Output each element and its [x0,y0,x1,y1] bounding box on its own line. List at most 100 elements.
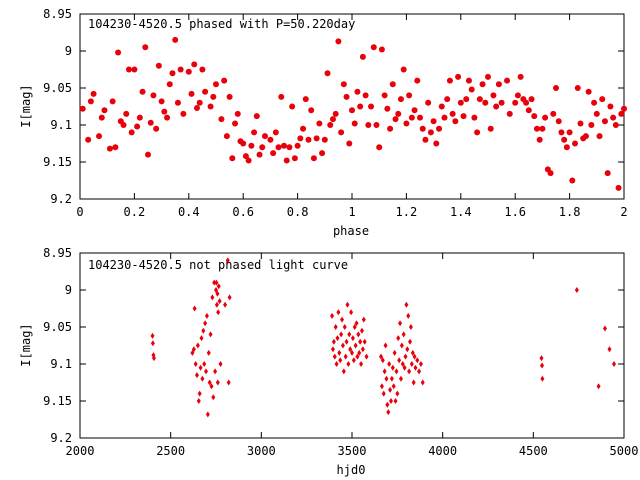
data-point [196,99,203,106]
data-point [354,88,361,95]
data-point [139,88,146,95]
data-point [329,116,336,123]
data-point [386,409,391,416]
data-point [517,73,524,80]
data-point [555,118,562,125]
data-point [348,346,353,353]
data-point [169,70,176,77]
data-point [381,92,388,99]
data-point [336,309,341,316]
data-point [384,375,389,382]
data-point [199,335,204,342]
data-point [572,140,579,147]
data-point [409,361,414,367]
data-point [384,105,391,112]
data-point [215,379,220,386]
data-point [411,379,416,386]
data-points [150,257,617,418]
data-point [166,81,173,88]
data-point [217,298,222,305]
data-point [229,155,236,162]
data-point [364,353,369,360]
data-point [198,364,203,371]
data-point [574,85,581,91]
data-point [593,110,600,117]
data-point [192,305,197,312]
x-tick-label: 1.4 [450,205,472,219]
data-point [153,125,160,132]
data-point [210,93,217,100]
y-tick-label: 9.15 [43,394,72,408]
data-point [332,110,339,117]
data-point [125,66,132,73]
data-point [525,107,532,114]
data-point [539,355,544,362]
data-point [427,129,434,136]
data-point [261,133,268,140]
data-point [387,361,392,367]
data-point [403,120,410,127]
data-point [449,110,456,117]
data-point [585,88,592,95]
data-point [407,368,412,375]
data-point [335,38,342,45]
data-point [523,99,530,106]
data-point [112,144,119,151]
y-tick-label: 9 [65,44,72,58]
data-point [294,142,301,149]
data-point [223,301,228,308]
data-point [452,118,459,125]
data-point [354,320,359,327]
data-point [615,184,622,191]
data-point [232,120,239,127]
data-point [205,411,210,418]
chart-title: 104230-4520.5 phased with P=50.220day [88,17,355,31]
data-point [109,98,116,105]
data-point [344,338,349,345]
data-point [390,364,395,371]
data-point [383,342,388,349]
data-point [343,93,350,100]
chart-unphased: 104230-4520.5 not phased light curve I[m… [19,246,638,477]
data-point [321,136,328,143]
chart-title: 104230-4520.5 not phased light curve [88,258,348,272]
data-point [338,357,343,364]
data-point [485,73,491,80]
y-tick-label: 8.95 [43,7,72,21]
y-tick-label: 9.1 [50,357,72,371]
y-axis-label: I[mag] [19,323,33,366]
data-point [394,368,399,375]
data-point [406,92,413,99]
data-point [360,346,365,353]
data-point [195,342,200,349]
data-point [172,36,179,43]
data-point [240,140,247,147]
data-point [210,294,215,301]
y-tick-label: 9 [65,283,72,297]
data-point [601,118,608,125]
data-point [406,312,411,319]
data-point [234,110,241,117]
data-point [582,133,589,140]
data-point [621,105,627,112]
data-point [410,349,415,356]
data-point [396,335,401,342]
data-point [388,398,393,404]
data-point [145,151,151,158]
data-point [379,383,384,390]
data-point [106,145,113,152]
data-point [174,99,181,106]
data-point [207,103,214,110]
data-point [131,66,138,73]
data-point [420,379,425,386]
axis-ticks: 0 0.2 0.4 0.6 0.8 1 1.2 1.4 1.6 1.8 2 8.95 9 9.05 9.1 9… [43,7,628,219]
data-point [267,136,274,143]
data-point [204,312,209,319]
data-point [177,66,184,73]
data-point [487,125,494,132]
data-point [531,113,538,120]
data-point [150,92,157,99]
x-tick-label: 0 [76,205,83,219]
data-point [379,353,384,360]
